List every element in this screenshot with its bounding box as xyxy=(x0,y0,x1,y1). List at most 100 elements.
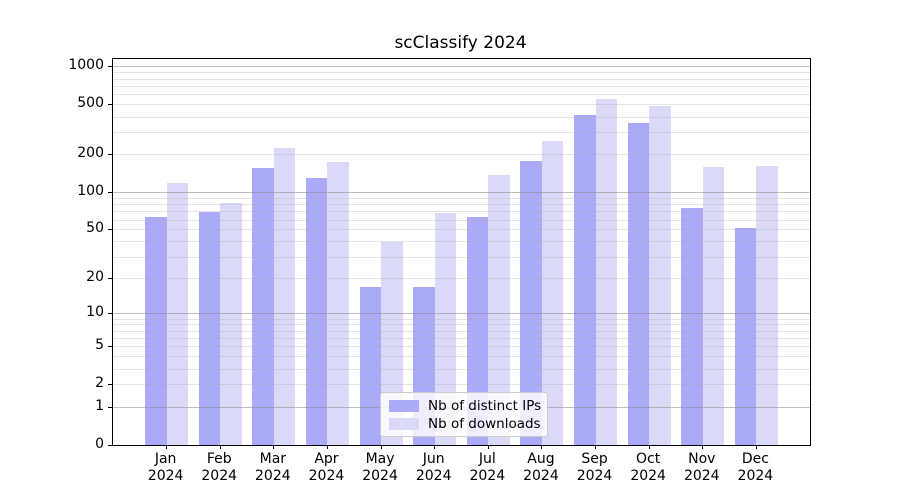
x-tick-label-line: 2024 xyxy=(630,468,666,484)
bar-ips-jan xyxy=(145,216,167,445)
x-tick-label-line: 2024 xyxy=(737,468,774,484)
bar-downloads-jun xyxy=(434,212,457,445)
chart-title: scClassify 2024 xyxy=(394,33,527,53)
gridline-minor-800 xyxy=(113,78,810,80)
x-tick-label-jan: Jan 2024 xyxy=(126,451,206,485)
bar-ips-nov xyxy=(681,208,703,445)
x-tick-mark-sep xyxy=(595,445,597,449)
bar-downloads-dec xyxy=(756,165,778,445)
y-tick-label-50: 50 xyxy=(86,220,104,237)
tick-marks-layer xyxy=(108,59,810,449)
y-tick-label-100: 100 xyxy=(77,182,104,199)
gridline-minor-500 xyxy=(113,104,810,106)
gridline-major-100 xyxy=(113,191,810,193)
bar-downloads-jul xyxy=(488,174,510,445)
x-tick-label-line: Aug xyxy=(527,451,555,467)
x-tick-mark-jul xyxy=(487,445,489,449)
x-tick-label-apr: Apr 2024 xyxy=(286,451,366,485)
x-tick-label-line: 2024 xyxy=(308,468,345,484)
bar-downloads-feb xyxy=(220,203,242,445)
bar-downloads-sep xyxy=(595,99,617,445)
bars-layer xyxy=(113,59,810,445)
legend-label-downloads: Nb of downloads xyxy=(428,415,541,432)
x-tick-label-aug: Aug 2024 xyxy=(501,451,581,485)
legend: Nb of distinct IPs Nb of downloads xyxy=(380,392,548,437)
gridline-minor-400 xyxy=(113,116,810,118)
gridline-minor-20 xyxy=(113,277,810,279)
x-tick-mark-may xyxy=(380,445,382,449)
bar-downloads-apr xyxy=(327,161,349,445)
legend-swatch-ips xyxy=(389,399,419,412)
y-tick-mark-1000 xyxy=(108,66,112,68)
gridline-minor-2 xyxy=(113,384,810,386)
y-tick-mark-2 xyxy=(108,384,112,386)
gridline-minor-70 xyxy=(113,211,810,213)
y-tick-label-20: 20 xyxy=(86,268,104,285)
x-tick-mark-apr xyxy=(326,445,328,449)
gridline-minor-50 xyxy=(113,229,810,231)
gridline-minor-40 xyxy=(113,241,810,243)
y-tick-mark-5 xyxy=(108,346,112,348)
x-tick-label-line: Nov xyxy=(688,451,716,467)
x-tick-mark-oct xyxy=(648,445,650,449)
bar-ips-aug xyxy=(520,160,542,445)
bar-ips-jul xyxy=(466,216,489,445)
x-tick-label-jul: Jul 2024 xyxy=(447,451,527,485)
x-tick-label-line: 2024 xyxy=(147,468,184,484)
x-tick-label-line: 2024 xyxy=(415,468,452,484)
x-tick-label-jun: Jun 2024 xyxy=(394,451,474,485)
bar-downloads-aug xyxy=(541,141,564,445)
x-tick-label-line: Sep xyxy=(581,451,608,467)
gridline-minor-200 xyxy=(113,154,810,156)
y-tick-mark-500 xyxy=(108,104,112,106)
bar-ips-sep xyxy=(574,115,596,445)
x-tick-label-line: Jul xyxy=(478,451,496,467)
gridline-major-1000 xyxy=(113,66,810,68)
x-tick-label-line: 2024 xyxy=(576,468,613,484)
x-tick-label-line: 2024 xyxy=(201,468,238,484)
x-tick-mark-aug xyxy=(541,445,543,449)
bar-ips-may xyxy=(359,286,382,445)
x-tick-mark-jun xyxy=(434,445,436,449)
grid-layer xyxy=(113,59,810,445)
x-tick-mark-feb xyxy=(219,445,221,449)
bar-ips-oct xyxy=(627,122,650,445)
legend-swatch-downloads xyxy=(389,417,419,430)
bar-ips-apr xyxy=(306,177,328,445)
x-tick-label-line: Jan xyxy=(154,451,177,467)
y-tick-mark-0 xyxy=(108,444,112,446)
x-tick-mark-jan xyxy=(166,445,168,449)
y-tick-mark-100 xyxy=(108,191,112,193)
gridline-minor-30 xyxy=(113,256,810,258)
x-tick-label-line: 2024 xyxy=(523,468,559,484)
x-tick-label-line: Apr xyxy=(314,451,339,467)
x-tick-label-line: Jun xyxy=(422,451,445,467)
gridline-minor-7 xyxy=(113,330,810,332)
x-tick-label-line: Mar xyxy=(259,451,287,467)
y-tick-label-200: 200 xyxy=(77,145,104,162)
y-tick-label-1: 1 xyxy=(95,397,104,414)
gridline-minor-60 xyxy=(113,219,810,221)
x-tick-label-oct: Oct 2024 xyxy=(608,451,688,485)
y-tick-label-2: 2 xyxy=(95,375,104,392)
x-tick-label-may: May 2024 xyxy=(340,451,420,485)
x-tick-label-mar: Mar 2024 xyxy=(233,451,313,485)
bar-ips-feb xyxy=(198,211,221,445)
x-tick-label-line: May xyxy=(365,451,395,467)
x-tick-label-line: Dec xyxy=(741,451,769,467)
x-tick-label-line: Feb xyxy=(206,451,232,467)
legend-item-ips: Nb of distinct IPs xyxy=(389,398,541,414)
x-tick-mark-mar xyxy=(273,445,275,449)
y-tick-mark-200 xyxy=(108,154,112,156)
x-tick-label-sep: Sep 2024 xyxy=(555,451,635,485)
x-tick-label-line: Oct xyxy=(636,451,661,467)
y-tick-label-5: 5 xyxy=(95,337,104,354)
gridline-minor-300 xyxy=(113,132,810,134)
x-tick-label-line: 2024 xyxy=(683,468,720,484)
bar-downloads-oct xyxy=(649,106,671,445)
y-tick-label-500: 500 xyxy=(77,95,104,112)
x-tick-label-line: 2024 xyxy=(362,468,398,484)
gridline-minor-90 xyxy=(113,197,810,199)
x-tick-label-dec: Dec 2024 xyxy=(715,451,795,485)
y-tick-mark-50 xyxy=(108,229,112,231)
